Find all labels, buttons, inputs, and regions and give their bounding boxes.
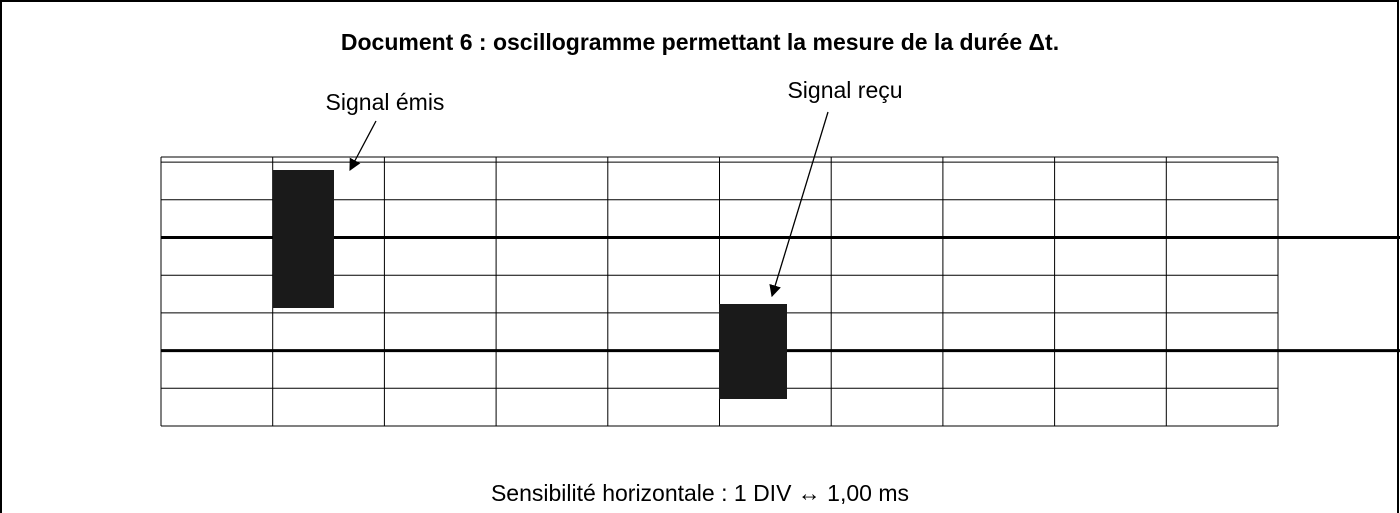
label-received: Signal reçu	[787, 77, 902, 103]
arrow-emitted	[349, 120, 377, 172]
caption: Sensibilité horizontale : 1 DIV ↔ 1,00 m…	[491, 480, 909, 506]
pulse-received	[719, 304, 787, 399]
arrow-received	[769, 111, 829, 298]
label-emitted: Signal émis	[326, 89, 445, 115]
title: Document 6 : oscillogramme permettant la…	[341, 29, 1059, 55]
pulse-emitted	[273, 170, 334, 308]
